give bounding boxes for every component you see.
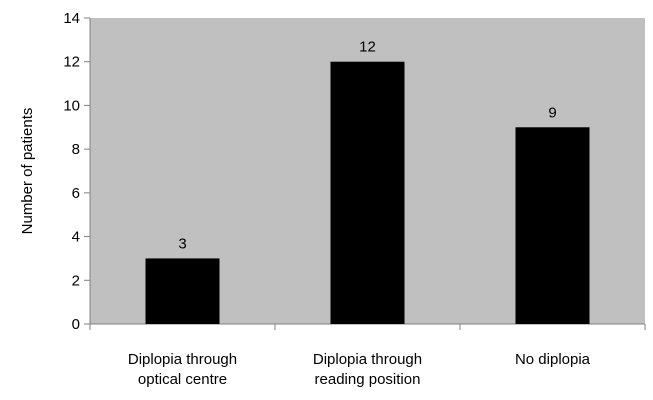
y-tick-label: 4	[72, 229, 80, 246]
y-tick-label: 0	[72, 316, 80, 333]
y-tick-label: 8	[72, 141, 80, 158]
bars	[145, 61, 590, 325]
category-label-line: Diplopia through	[128, 351, 237, 368]
y-tick-label: 14	[63, 10, 80, 27]
data-label: 3	[178, 235, 186, 252]
category-label: No diplopia	[515, 351, 591, 368]
bar	[515, 127, 590, 325]
y-tick-label: 2	[72, 272, 80, 289]
y-axis: 0 2 4 6 8 10 12 14	[63, 10, 91, 333]
y-tick-label: 10	[63, 97, 80, 114]
data-labels: 3 12 9	[178, 39, 556, 253]
category-label-line: reading position	[315, 371, 421, 388]
bar	[330, 61, 405, 324]
y-tick-label: 6	[72, 185, 80, 202]
data-label: 9	[548, 104, 556, 121]
bar	[145, 258, 220, 324]
y-axis-title: Number of patients	[19, 108, 36, 235]
category-label: Diplopia through optical centre	[128, 351, 237, 388]
y-tick-label: 12	[63, 54, 80, 71]
category-label: Diplopia through reading position	[313, 351, 422, 388]
data-label: 12	[359, 39, 376, 56]
category-label-line: Diplopia through	[313, 351, 422, 368]
x-axis	[89, 323, 646, 330]
category-label-line: No diplopia	[515, 351, 591, 368]
category-label-line: optical centre	[138, 371, 227, 388]
